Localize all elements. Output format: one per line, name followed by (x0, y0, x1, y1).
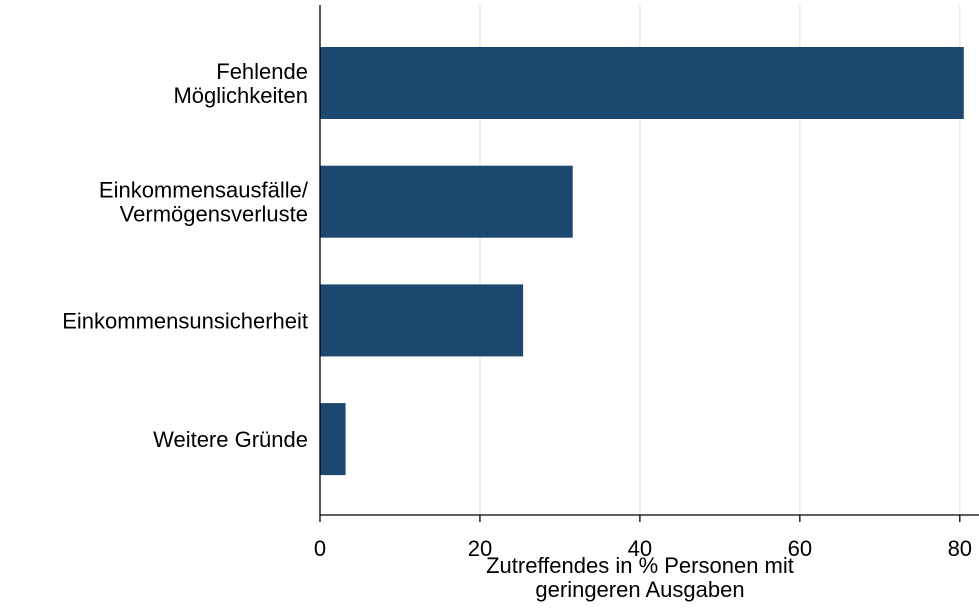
x-axis-label: Zutreffendes in % Personen mit geringeren… (486, 553, 794, 602)
y-tick-label: Einkommensunsicherheit (62, 308, 308, 333)
x-tick-label: 80 (948, 536, 972, 561)
x-tick-label: 0 (314, 536, 326, 561)
x-tick-label: 40 (628, 536, 652, 561)
y-tick-label: Weitere Gründe (153, 427, 308, 452)
bar (320, 47, 964, 119)
x-tick-label: 20 (468, 536, 492, 561)
y-tick-label: Fehlende Möglichkeiten (173, 59, 308, 108)
bar (320, 284, 524, 357)
x-tick-label: 60 (788, 536, 812, 561)
y-tick-label: Einkommensausfälle/Vermögensverluste (99, 178, 309, 227)
bar (320, 165, 573, 238)
bar (320, 403, 346, 476)
